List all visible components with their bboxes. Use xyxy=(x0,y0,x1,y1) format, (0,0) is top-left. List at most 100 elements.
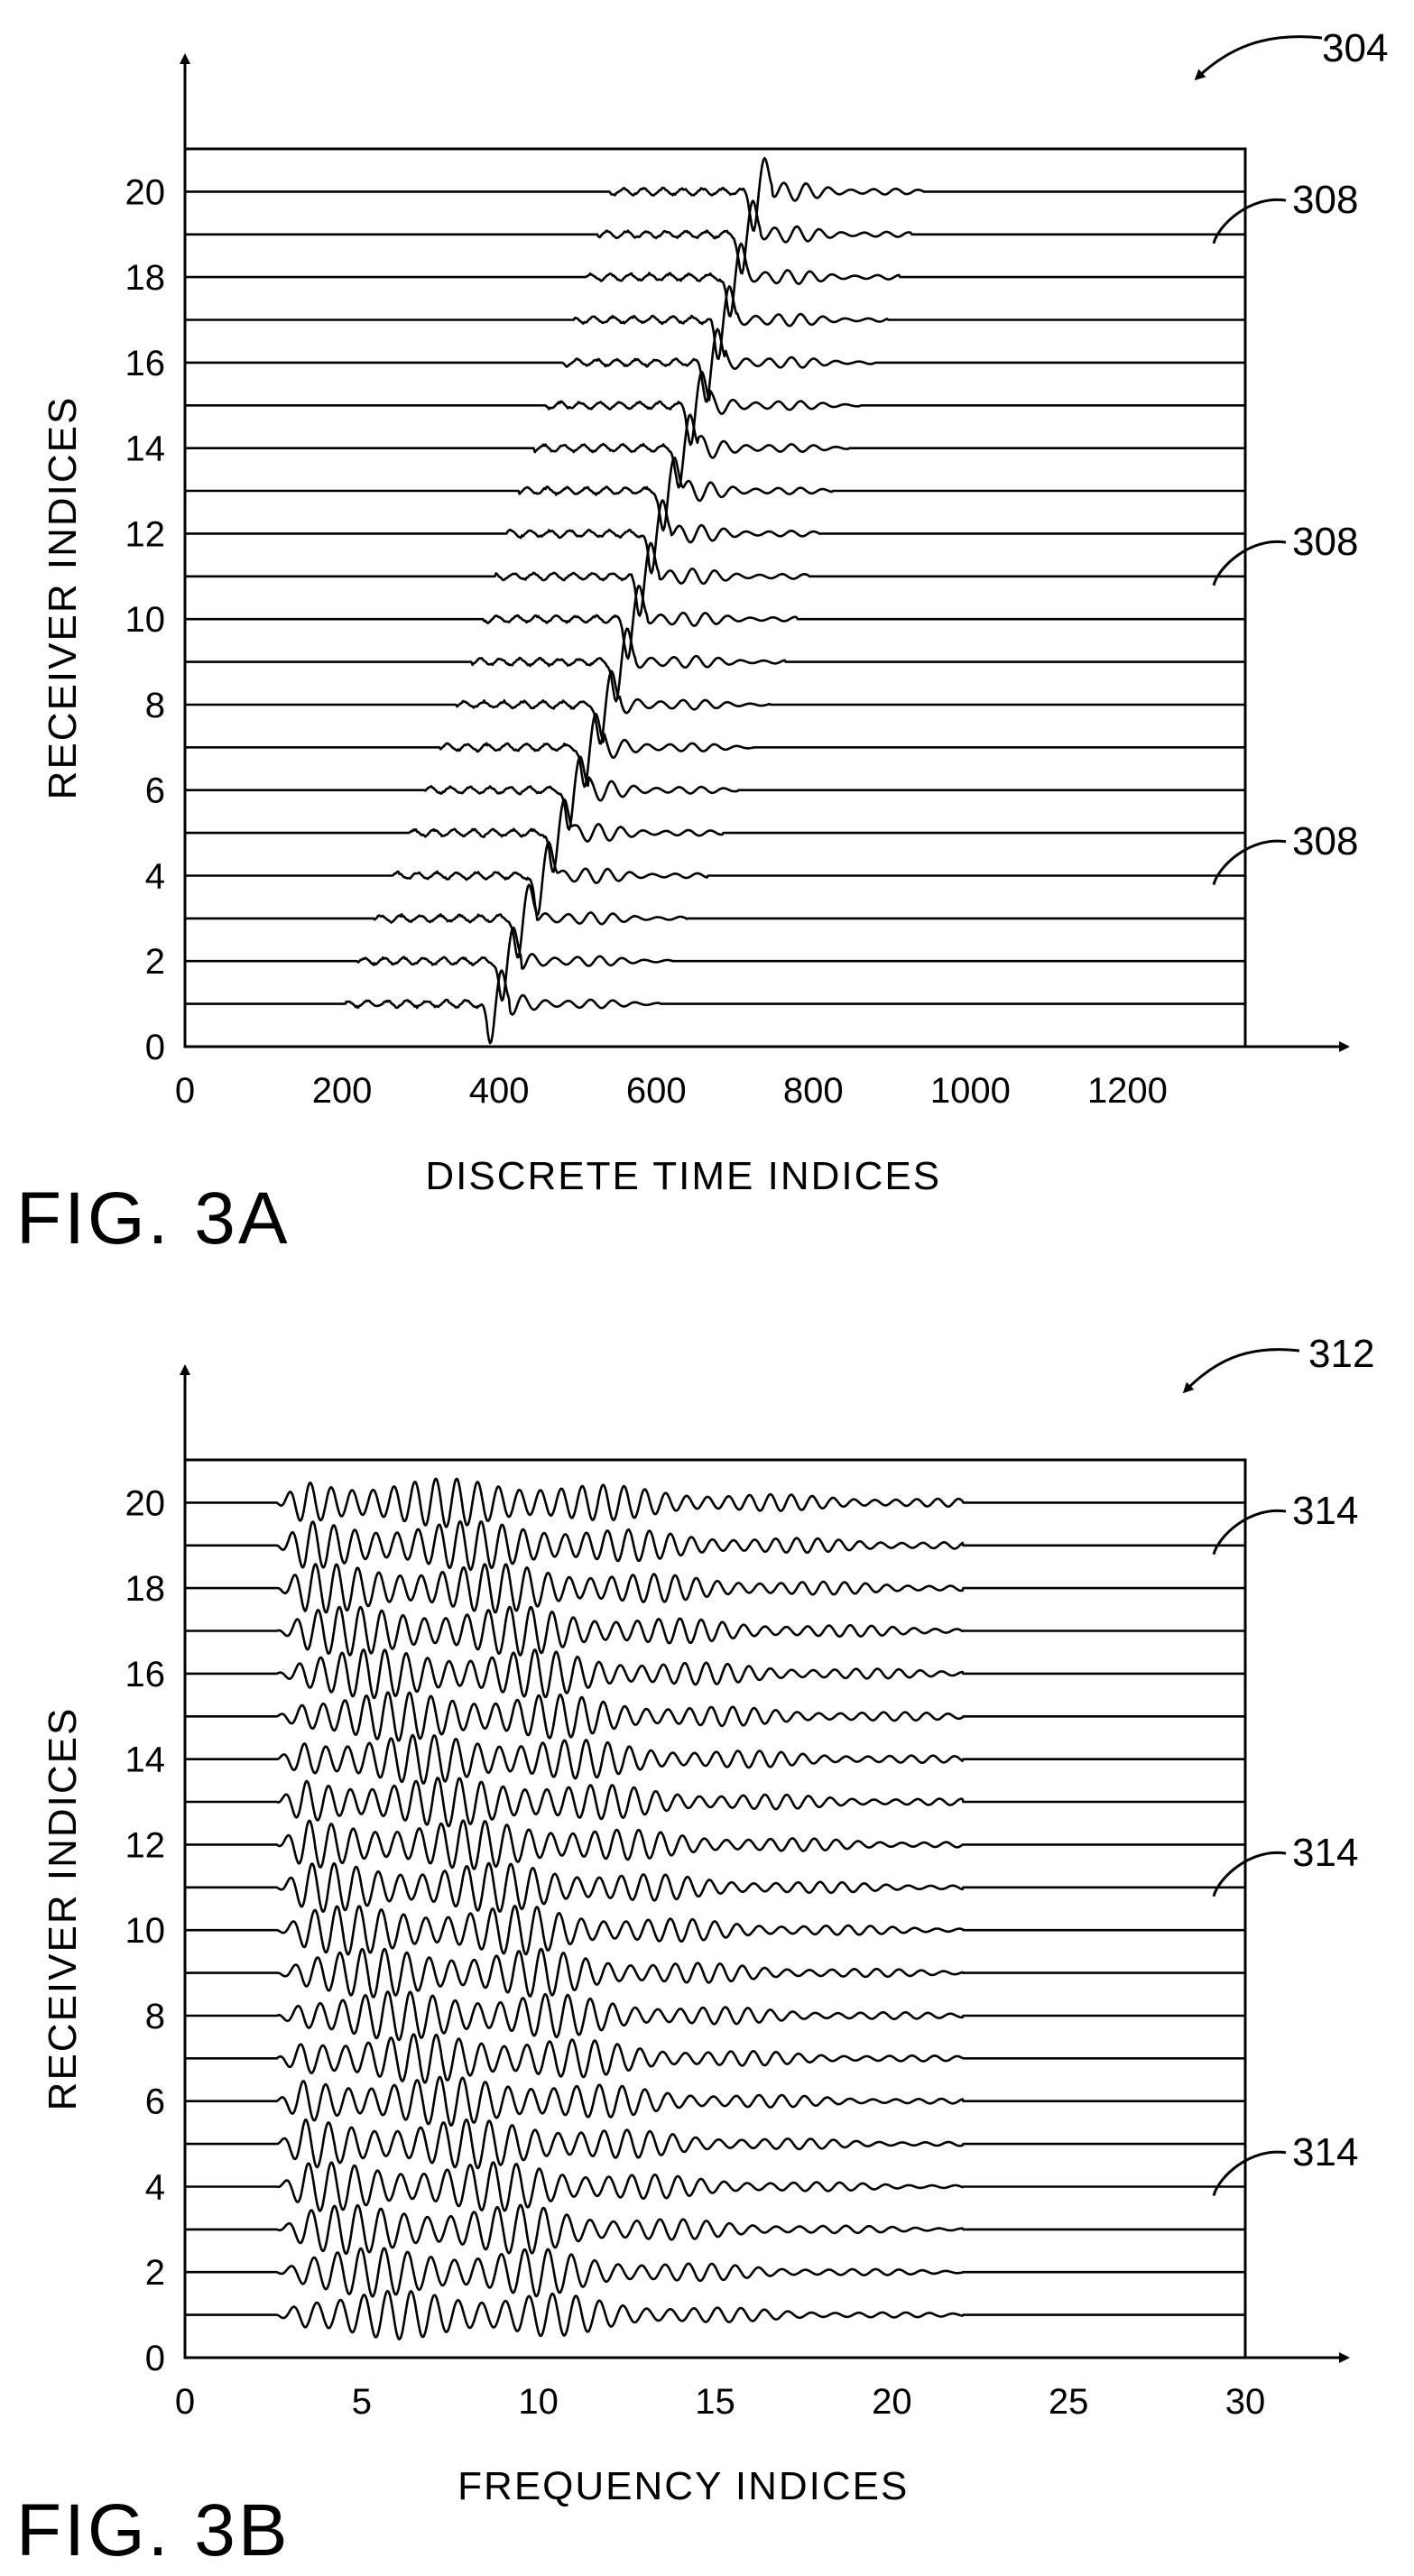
x-axis-label: DISCRETE TIME INDICES xyxy=(425,1154,941,1198)
y-tick-labels: 0 2 4 6 8 10 12 14 16 18 20 xyxy=(125,172,166,1067)
trace-group xyxy=(184,1477,1246,2341)
trace-receiver-6 xyxy=(184,2075,1246,2127)
y-tick-label: 20 xyxy=(125,172,166,212)
trace-receiver-3 xyxy=(184,2203,1246,2256)
trace-receiver-2 xyxy=(185,926,1245,1002)
trace-receiver-8 xyxy=(185,669,1245,745)
callout-label: 308 xyxy=(1292,520,1358,564)
x-tick-label: 400 xyxy=(469,1071,530,1111)
trace-receiver-3 xyxy=(185,883,1245,959)
x-tick-labels: 0 200 400 600 800 1000 1200 xyxy=(175,1071,1168,1111)
y-axis-label: RECEIVER INDICES xyxy=(41,396,85,800)
y-tick-label: 18 xyxy=(125,258,166,298)
y-tick-label: 16 xyxy=(125,344,166,383)
callout-leader xyxy=(1212,1509,1287,1556)
trace-receiver-11 xyxy=(185,541,1245,617)
y-tick-label: 8 xyxy=(145,1997,165,2036)
y-tick-labels: 0 2 4 6 8 10 12 14 16 18 20 xyxy=(125,1483,166,2378)
callout-group: 314 314 314 xyxy=(1212,1489,1358,2196)
y-tick-label: 16 xyxy=(125,1655,166,1694)
x-tick-label: 0 xyxy=(175,2382,195,2422)
trace-receiver-18 xyxy=(184,1563,1246,1614)
y-tick-label: 0 xyxy=(145,1028,165,1067)
trace-receiver-17 xyxy=(185,285,1245,360)
trace-receiver-13 xyxy=(184,1777,1246,1828)
x-tick-label: 200 xyxy=(312,1071,373,1111)
trace-receiver-20 xyxy=(185,157,1245,232)
y-tick-label: 2 xyxy=(145,2253,165,2293)
callout-leader xyxy=(1212,839,1287,885)
callout-label: 308 xyxy=(1292,819,1358,863)
reference-arrow xyxy=(1182,1348,1300,1394)
figure-3b: 0 5 10 15 20 25 30 0 2 4 6 8 10 12 14 16 18 20 FREQUENCY… xyxy=(16,1332,1374,2571)
y-tick-label: 4 xyxy=(145,2167,165,2207)
trace-receiver-10 xyxy=(184,1905,1246,1956)
callout-label: 314 xyxy=(1292,1489,1358,1533)
figure-label: FIG. 3A xyxy=(16,1177,291,1260)
reference-arrow-line xyxy=(1194,35,1323,81)
callout-leader xyxy=(1212,198,1287,245)
trace-receiver-2 xyxy=(184,2247,1246,2298)
y-axis-label: RECEIVER INDICES xyxy=(41,1707,85,2111)
callout-label: 308 xyxy=(1292,178,1358,222)
trace-receiver-13 xyxy=(185,456,1245,532)
x-tick-label: 30 xyxy=(1225,2382,1266,2422)
trace-receiver-12 xyxy=(185,499,1245,575)
callout-group: 308 308 308 xyxy=(1212,178,1358,885)
trace-receiver-11 xyxy=(184,1861,1246,1913)
trace-receiver-7 xyxy=(185,713,1245,789)
trace-receiver-1 xyxy=(184,2289,1246,2341)
trace-receiver-4 xyxy=(185,841,1245,917)
reference-arrow-line xyxy=(1182,1348,1300,1394)
trace-receiver-15 xyxy=(185,371,1245,447)
callout-leader xyxy=(1212,2150,1287,2196)
x-tick-labels: 0 5 10 15 20 25 30 xyxy=(175,2382,1265,2422)
reference-arrow xyxy=(1194,35,1323,81)
trace-receiver-1 xyxy=(185,969,1245,1045)
x-tick-label: 1000 xyxy=(930,1071,1011,1111)
trace-receiver-9 xyxy=(184,1947,1246,1999)
y-tick-label: 14 xyxy=(125,1740,166,1780)
y-tick-label: 12 xyxy=(125,514,166,554)
figure-3a: 0 200 400 600 800 1000 1200 02468101214161820 … xyxy=(16,26,1388,1260)
trace-receiver-6 xyxy=(185,755,1245,831)
y-tick-label: 4 xyxy=(145,856,165,896)
y-tick-label: 0 xyxy=(145,2339,165,2378)
y-tick-label: 12 xyxy=(125,1825,166,1865)
trace-receiver-12 xyxy=(184,1819,1246,1870)
figure-label: FIG. 3B xyxy=(16,2489,291,2571)
trace-receiver-8 xyxy=(184,1990,1246,2042)
x-tick-label: 800 xyxy=(783,1071,844,1111)
trace-receiver-20 xyxy=(184,1477,1246,1528)
callout-leader xyxy=(1212,540,1287,586)
y-tick-label: 18 xyxy=(125,1569,166,1609)
x-tick-label: 10 xyxy=(518,2382,559,2422)
x-axis-label: FREQUENCY INDICES xyxy=(457,2464,909,2508)
y-tick-label: 20 xyxy=(125,1483,166,1523)
trace-receiver-5 xyxy=(185,798,1245,873)
trace-receiver-9 xyxy=(185,627,1245,703)
x-tick-label: 1200 xyxy=(1087,1071,1168,1111)
trace-receiver-7 xyxy=(184,2033,1246,2084)
y-tick-label: 10 xyxy=(125,600,166,640)
reference-numeral: 312 xyxy=(1308,1332,1374,1376)
y-tick-label: 10 xyxy=(125,1911,166,1951)
trace-group xyxy=(185,157,1245,1045)
trace-receiver-17 xyxy=(184,1605,1246,1657)
trace-receiver-16 xyxy=(184,1648,1246,1700)
x-tick-label: 600 xyxy=(626,1071,687,1111)
y-tick-label: 2 xyxy=(145,942,165,982)
reference-numeral: 304 xyxy=(1322,26,1388,70)
trace-receiver-5 xyxy=(184,2118,1246,2170)
trace-receiver-14 xyxy=(185,413,1245,489)
trace-receiver-19 xyxy=(184,1520,1246,1572)
x-tick-label: 0 xyxy=(175,1071,195,1111)
y-tick-label: 14 xyxy=(125,429,166,469)
x-tick-label: 20 xyxy=(872,2382,912,2422)
callout-leader xyxy=(1212,1851,1287,1897)
x-tick-label: 15 xyxy=(695,2382,735,2422)
trace-receiver-10 xyxy=(185,585,1245,660)
trace-receiver-18 xyxy=(185,242,1245,318)
